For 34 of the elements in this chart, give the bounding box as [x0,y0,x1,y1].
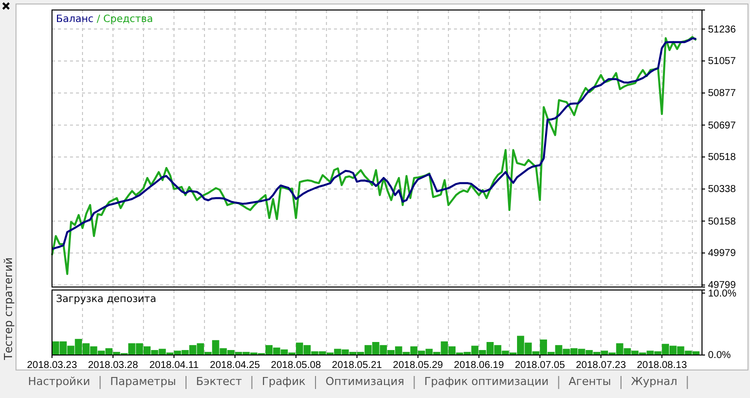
text: Средства [103,14,154,25]
y-tick-label: 50518 [708,152,736,164]
x-tick-label: 2018.05.29 [392,360,444,372]
y-tick-label: 50158 [708,216,736,228]
text: Агенты [568,375,612,388]
x-tick-label: 2018.07.05 [514,360,566,372]
text: Параметры [110,375,176,388]
x-tick-label: 2018.05.21 [332,360,382,372]
y-tick-label: 50877 [708,88,736,100]
text: Тестер стратегий [2,257,15,361]
text: Баланс [56,14,94,25]
y-tick-label: 10.0% [708,288,736,300]
text: Настройки [28,375,90,388]
y-tick-label: 0.0% [708,350,731,362]
text: Журнал [631,375,678,388]
chart-title: Загрузка депозита [56,294,156,305]
text: График [262,375,306,388]
x-tick-label: 2018.03.23 [26,360,78,372]
x-tick-label: 2018.04.11 [149,360,200,372]
text: График оптимизации [424,375,549,388]
y-tick-label: 49979 [708,248,736,260]
annotation: / [94,14,104,25]
text: Оптимизация [326,375,404,388]
x-tick-label: 2018.08.13 [636,360,688,372]
y-tick-label: 51236 [708,24,736,36]
y-tick-label: 50338 [708,184,736,196]
x-tick-label: 2018.05.08 [270,360,322,372]
x-tick-label: 2018.06.19 [454,360,504,372]
y-tick-label: 51057 [708,56,736,68]
x-tick-label: 2018.03.28 [88,360,138,372]
x-tick-label: 2018.07.23 [576,360,626,372]
x-tick-label: 2018.04.25 [210,360,260,372]
text: Бэктест [196,375,242,388]
y-tick-label: 50697 [708,120,736,132]
